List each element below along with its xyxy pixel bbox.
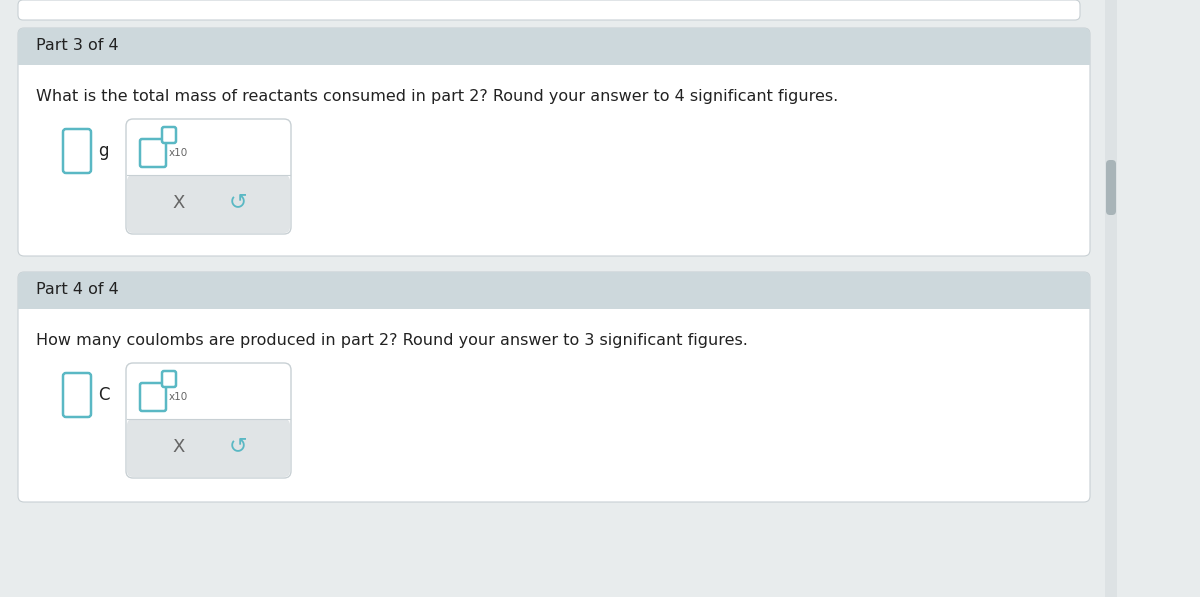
Bar	[18, 46, 1090, 65]
FancyBboxPatch shape	[140, 139, 166, 167]
Bar	[0, 502, 1200, 597]
Text: x10: x10	[169, 148, 188, 158]
Text: Part 4 of 4: Part 4 of 4	[36, 282, 119, 297]
Text: x10: x10	[169, 392, 188, 402]
Text: How many coulombs are produced in part 2? Round your answer to 3 significant fig: How many coulombs are produced in part 2…	[36, 333, 748, 347]
Bar	[0, 256, 1200, 272]
FancyBboxPatch shape	[126, 363, 292, 478]
FancyBboxPatch shape	[1106, 160, 1116, 215]
FancyBboxPatch shape	[64, 373, 91, 417]
FancyBboxPatch shape	[126, 119, 292, 234]
FancyBboxPatch shape	[64, 129, 91, 173]
Text: X: X	[173, 438, 185, 456]
FancyBboxPatch shape	[18, 28, 1090, 64]
FancyBboxPatch shape	[127, 175, 290, 233]
FancyBboxPatch shape	[140, 383, 166, 411]
FancyBboxPatch shape	[127, 419, 290, 477]
FancyBboxPatch shape	[18, 272, 1090, 502]
Text: X: X	[173, 193, 185, 211]
FancyBboxPatch shape	[18, 272, 1090, 308]
Text: What is the total mass of reactants consumed in part 2? Round your answer to 4 s: What is the total mass of reactants cons…	[36, 88, 839, 103]
FancyBboxPatch shape	[162, 127, 176, 143]
Text: ↺: ↺	[229, 192, 247, 213]
Text: ↺: ↺	[229, 436, 247, 457]
Text: Part 3 of 4: Part 3 of 4	[36, 38, 119, 54]
FancyBboxPatch shape	[162, 371, 176, 387]
Bar	[1105, 0, 1117, 597]
Bar	[18, 290, 1090, 309]
Text: g: g	[98, 142, 108, 160]
FancyBboxPatch shape	[18, 28, 1090, 256]
Text: C: C	[98, 386, 109, 404]
FancyBboxPatch shape	[18, 0, 1080, 20]
